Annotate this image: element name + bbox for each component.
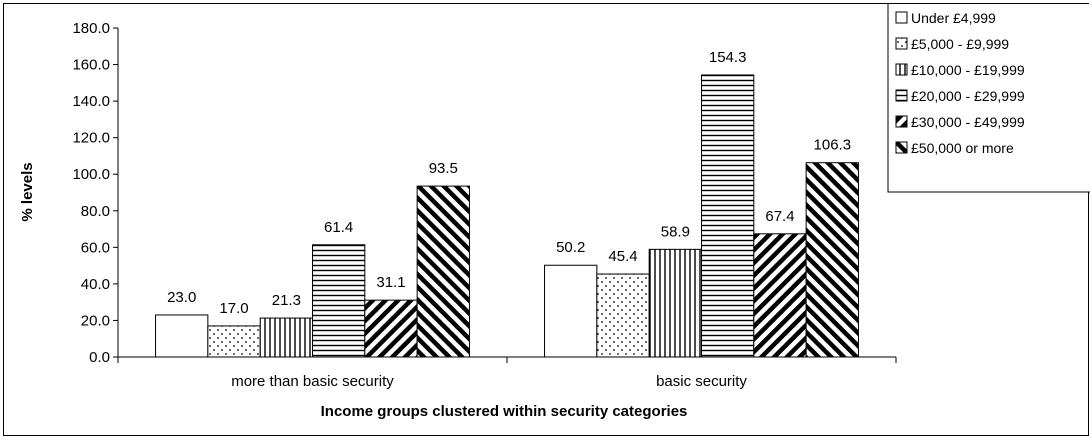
bar: [259, 317, 314, 358]
y-tick-label: 120.0: [72, 130, 110, 147]
legend-swatch: [895, 37, 908, 50]
bar-value-label: 61.4: [324, 219, 353, 236]
bar: [312, 244, 366, 358]
bar-value-label: 23.0: [167, 289, 196, 306]
legend-label: £30,000 - £49,999: [911, 114, 1025, 130]
x-axis-title: Income groups clustered within security …: [321, 403, 688, 420]
y-tick-label: 20.0: [81, 312, 110, 329]
bars: [155, 74, 859, 358]
y-tick-label: 160.0: [72, 57, 110, 74]
y-tick-label: 60.0: [81, 239, 110, 256]
bar-value-label: 154.3: [709, 49, 747, 66]
legend-swatch: [895, 115, 908, 128]
legend-box: [887, 0, 1092, 193]
y-tick-label: 40.0: [81, 276, 110, 293]
y-axis-title: % levels: [19, 162, 36, 221]
bar-value-label: 106.3: [814, 137, 852, 154]
x-category-label: more than basic security: [231, 373, 394, 390]
bar: [596, 273, 650, 358]
x-category-label: basic security: [656, 373, 747, 390]
legend-swatch: [895, 89, 908, 102]
bar: [207, 325, 261, 358]
bar-value-label: 45.4: [608, 248, 637, 265]
legend-label: £5,000 - £9,999: [911, 36, 1009, 52]
bar-value-label: 58.9: [661, 223, 690, 240]
chart-frame: 0.0 20.0 40.0 60.0 80.0 100.0 120.0 140.0 160.0 1…: [3, 0, 1092, 436]
bar-chart: 0.0 20.0 40.0 60.0 80.0 100.0 120.0 140.0 160.0 1…: [19, 0, 1092, 420]
legend-label: £50,000 or more: [911, 140, 1014, 156]
y-tick-label: 80.0: [81, 203, 110, 220]
legend-label: Under £4,999: [911, 10, 996, 26]
bar-value-label: 17.0: [219, 300, 248, 317]
bar: [544, 264, 598, 358]
bar-value-label: 21.3: [272, 292, 301, 309]
bar-value-label: 93.5: [429, 160, 458, 177]
bar-value-label: 50.2: [556, 239, 585, 256]
bar: [648, 248, 703, 358]
legend-label: £10,000 - £19,999: [911, 62, 1025, 78]
legend-label: £20,000 - £29,999: [911, 88, 1025, 104]
y-tick-label: 100.0: [72, 166, 110, 183]
bar: [364, 299, 418, 358]
bar: [416, 185, 470, 358]
bar-value-label: 67.4: [765, 208, 794, 225]
legend-swatch: [895, 141, 908, 154]
legend: Under £4,999 £5,000 - £9,999 £10,000 - £19…: [887, 0, 1092, 193]
y-axis: 0.0 20.0 40.0 60.0 80.0 100.0 120.0 140.0 160.0 1…: [72, 20, 119, 366]
bar: [753, 233, 807, 358]
bar: [701, 74, 755, 358]
legend-swatch: [895, 63, 908, 76]
x-axis: more than basic security basic security: [117, 356, 897, 390]
bar-value-label: 31.1: [376, 274, 405, 291]
data-labels: 23.0 17.0 21.3 61.4 31.1 93.5 50.2 45.4 58.9 154.…: [167, 49, 851, 317]
y-tick-label: 0.0: [89, 349, 110, 366]
bar: [155, 314, 209, 358]
legend-swatch: [895, 11, 908, 24]
bar: [805, 162, 859, 358]
y-tick-label: 180.0: [72, 20, 110, 37]
y-tick-label: 140.0: [72, 93, 110, 110]
